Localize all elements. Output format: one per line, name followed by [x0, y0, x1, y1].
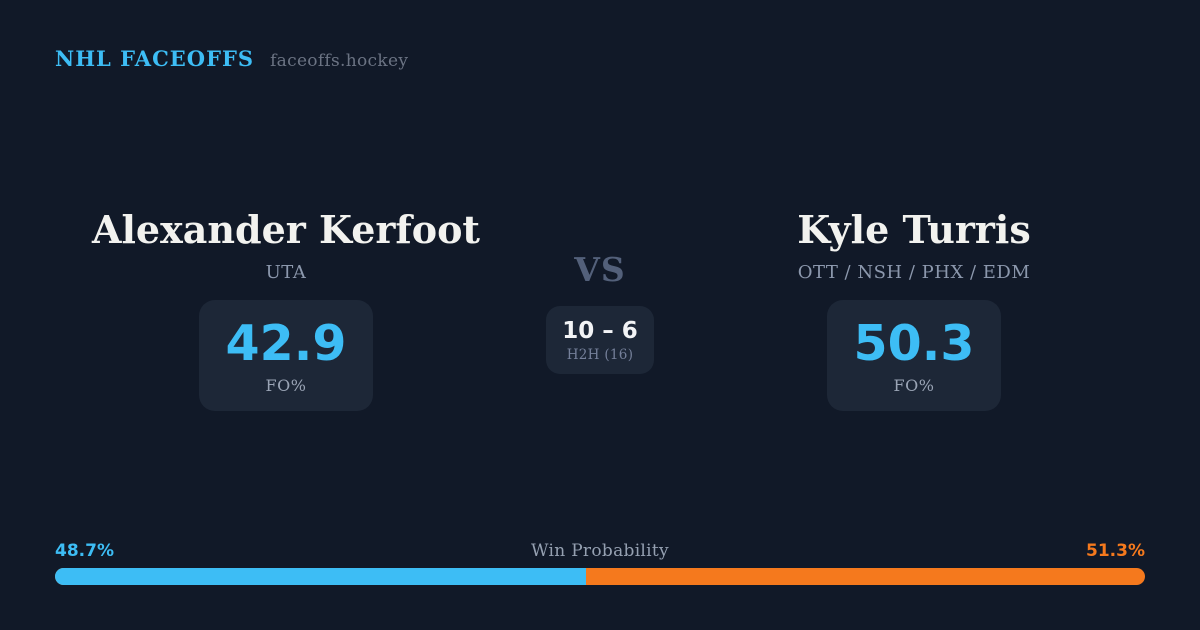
left-win-pct: 48.7%	[55, 541, 114, 561]
left-player-name: Alexander Kerfoot	[92, 207, 480, 252]
right-stat-value: 50.3	[853, 314, 975, 372]
right-player-teams: OTT / NSH / PHX / EDM	[797, 261, 1031, 283]
right-stat-card: 50.3 FO%	[827, 299, 1001, 412]
win-probability-bar	[55, 568, 1145, 585]
left-stat-card: 42.9 FO%	[199, 299, 373, 412]
left-stat-value: 42.9	[225, 314, 347, 372]
left-player-column: Alexander Kerfoot UTA 42.9 FO%	[66, 207, 506, 412]
vs-label: VS	[574, 250, 626, 289]
right-player-column: Kyle Turris OTT / NSH / PHX / EDM 50.3 F…	[694, 207, 1134, 412]
h2h-score: 10 – 6	[562, 317, 638, 344]
left-player-teams: UTA	[265, 261, 307, 283]
win-probability-labels: 48.7% Win Probability 51.3%	[55, 541, 1145, 561]
win-probability-title: Win Probability	[531, 541, 669, 561]
brand-title: NHL FACEOFFS	[55, 46, 255, 71]
vs-column: VS 10 – 6 H2H (16)	[500, 250, 700, 375]
right-player-name: Kyle Turris	[797, 207, 1031, 252]
header: NHL FACEOFFS faceoffs.hockey	[55, 46, 408, 71]
right-win-pct: 51.3%	[1086, 541, 1145, 561]
h2h-label: H2H (16)	[566, 347, 634, 364]
left-stat-label: FO%	[265, 376, 307, 396]
h2h-card: 10 – 6 H2H (16)	[546, 305, 654, 375]
right-stat-label: FO%	[893, 376, 935, 396]
site-url: faceoffs.hockey	[270, 51, 409, 71]
win-probability-bar-left-fill	[55, 568, 586, 585]
